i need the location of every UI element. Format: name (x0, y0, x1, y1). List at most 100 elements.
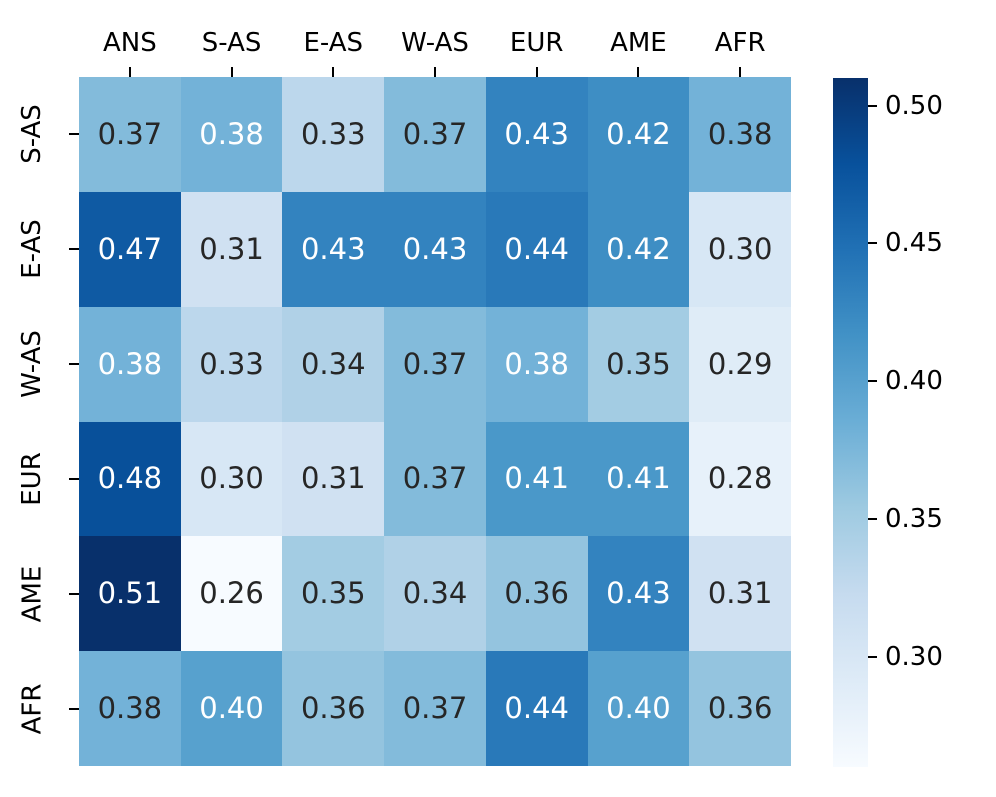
heatmap-cell: 0.40 (180, 651, 283, 766)
x-tick-mark (332, 67, 335, 77)
y-tick-label: AME (17, 565, 47, 623)
heatmap-cell: 0.42 (587, 77, 690, 192)
y-tick-label: E-AS (17, 219, 47, 279)
cell-value: 0.44 (504, 231, 569, 266)
colorbar-tick-mark (868, 517, 877, 520)
cell-value: 0.26 (199, 576, 264, 611)
y-tick-label: S-AS (17, 104, 48, 165)
y-tick-mark (69, 592, 79, 595)
colorbar-tick-label: 0.50 (885, 90, 943, 121)
cell-value: 0.38 (97, 691, 163, 726)
heatmap-cell: 0.36 (485, 536, 588, 652)
x-tick-mark (434, 67, 436, 77)
x-tick-label: EUR (509, 28, 564, 58)
y-tick-label: AFR (17, 683, 47, 734)
y-tick-mark (69, 477, 79, 480)
heatmap-cell: 0.29 (689, 306, 791, 422)
heatmap-cell: 0.33 (180, 306, 283, 422)
cell-value: 0.43 (402, 231, 468, 266)
heatmap-cell: 0.38 (79, 306, 181, 422)
heatmap-cell: 0.37 (79, 77, 181, 192)
cell-value: 0.34 (300, 346, 366, 381)
y-tick-mark (69, 133, 79, 136)
cell-value: 0.37 (402, 116, 468, 151)
cell-value: 0.35 (300, 576, 366, 611)
heatmap-cell: 0.42 (587, 191, 690, 307)
cell-value: 0.42 (606, 231, 671, 266)
cell-value: 0.38 (97, 346, 163, 381)
x-tick-label: ANS (102, 28, 157, 58)
cell-value: 0.36 (707, 691, 773, 726)
cell-value: 0.43 (504, 116, 569, 151)
x-tick-mark (535, 67, 538, 77)
heatmap-cell: 0.36 (689, 651, 791, 766)
x-tick-mark (637, 67, 640, 77)
cell-value: 0.34 (402, 576, 468, 611)
cell-value: 0.37 (402, 691, 468, 726)
colorbar-tick-mark (868, 104, 877, 107)
colorbar-tick-label: 0.35 (885, 503, 943, 534)
cell-value: 0.30 (707, 231, 773, 266)
heatmap-cell: 0.38 (180, 77, 283, 192)
heatmap-cell: 0.44 (485, 191, 588, 307)
heatmap-cell: 0.43 (282, 191, 385, 307)
heatmap-cell: 0.41 (485, 421, 588, 537)
x-tick-label: AFR (714, 28, 766, 58)
cell-value: 0.41 (504, 461, 569, 496)
heatmap-cell: 0.34 (384, 536, 486, 652)
x-tick-label: AME (610, 28, 667, 58)
cell-value: 0.33 (199, 346, 264, 381)
x-tick-mark (739, 67, 742, 77)
colorbar-tick-label: 0.40 (885, 366, 943, 397)
cell-value: 0.37 (97, 116, 163, 151)
heatmap-cell: 0.31 (180, 191, 283, 307)
heatmap-cell: 0.43 (485, 77, 588, 192)
cell-value: 0.35 (606, 346, 671, 381)
cell-value: 0.37 (402, 461, 468, 496)
heatmap-cell: 0.26 (180, 536, 283, 652)
heatmap-cell: 0.44 (485, 651, 588, 766)
heatmap-cell: 0.41 (587, 421, 690, 537)
y-tick-mark (69, 707, 79, 710)
y-tick-mark (69, 248, 79, 251)
colorbar-tick-label: 0.45 (885, 228, 943, 259)
heatmap-cell: 0.30 (689, 191, 791, 307)
heatmap-cell: 0.37 (384, 421, 486, 537)
colorbar-tick-mark (868, 655, 877, 658)
cell-value: 0.48 (97, 461, 163, 496)
heatmap-cell: 0.43 (384, 191, 486, 307)
cell-value: 0.40 (199, 691, 264, 726)
heatmap-cell: 0.37 (384, 77, 486, 192)
heatmap-cell: 0.38 (485, 306, 588, 422)
heatmap-cell: 0.37 (384, 651, 486, 766)
x-tick-label: W-AS (401, 28, 469, 58)
cell-value: 0.36 (504, 576, 569, 611)
heatmap-cell: 0.34 (282, 306, 385, 422)
heatmap-cell: 0.38 (689, 77, 791, 192)
cell-value: 0.28 (707, 461, 773, 496)
heatmap-cell: 0.51 (79, 536, 181, 652)
cell-value: 0.40 (606, 691, 671, 726)
y-tick-label: EUR (17, 452, 47, 506)
cell-value: 0.33 (300, 116, 366, 151)
heatmap-cell: 0.43 (587, 536, 690, 652)
cell-value: 0.36 (300, 691, 366, 726)
cell-value: 0.31 (199, 231, 264, 266)
x-tick-label: S-AS (201, 28, 262, 58)
colorbar-tick-mark (868, 380, 877, 383)
heatmap-cell: 0.33 (282, 77, 385, 192)
heatmap-cell: 0.37 (384, 306, 486, 422)
heatmap-cell: 0.31 (282, 421, 385, 537)
cell-value: 0.41 (606, 461, 671, 496)
cell-value: 0.43 (300, 231, 366, 266)
cell-value: 0.30 (199, 461, 264, 496)
x-tick-mark (230, 67, 233, 77)
heatmap-cell: 0.48 (79, 421, 181, 537)
y-tick-mark (69, 363, 79, 366)
heatmap-cell: 0.47 (79, 191, 181, 307)
cell-value: 0.44 (504, 691, 569, 726)
cell-value: 0.47 (97, 231, 163, 266)
heatmap-cell: 0.28 (689, 421, 791, 537)
cell-value: 0.38 (504, 346, 569, 381)
heatmap-cell: 0.36 (282, 651, 385, 766)
